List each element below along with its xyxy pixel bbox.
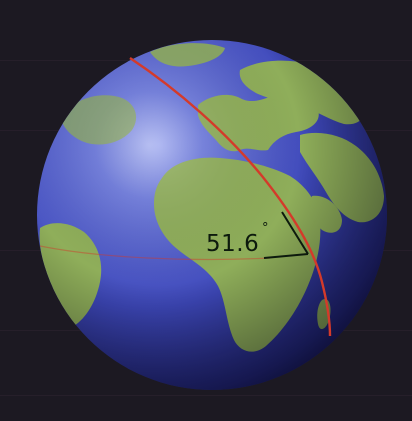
angle-reference-line-1 [281,211,309,255]
equator-line [39,245,271,261]
globe-shading [37,40,387,390]
angle-reference-line-2 [263,253,309,259]
degree-symbol: ° [262,221,269,236]
orbit-path-line [129,57,332,337]
inclination-angle-label: 51.6 [206,231,259,257]
